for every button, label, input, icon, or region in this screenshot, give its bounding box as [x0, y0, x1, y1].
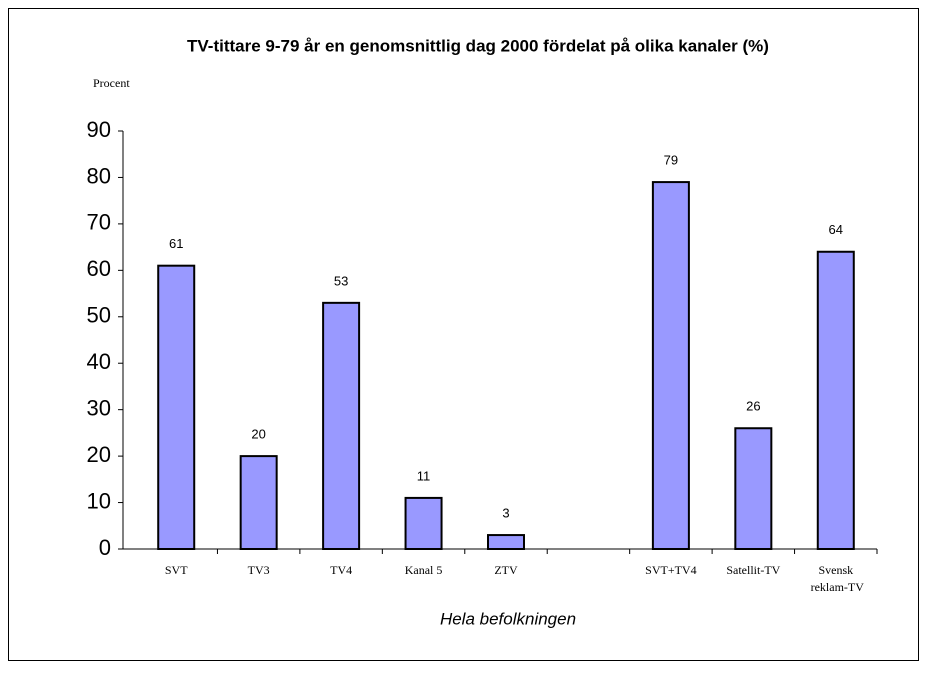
- value-label: 26: [746, 399, 760, 414]
- y-tick-label: 0: [99, 535, 111, 560]
- chart-frame: [8, 8, 919, 661]
- x-tick-label: Kanal 5: [405, 563, 443, 577]
- y-tick-label: 70: [87, 210, 111, 235]
- bar: [734, 427, 773, 550]
- x-tick-label: ZTV: [494, 563, 518, 577]
- bar: [816, 250, 855, 550]
- y-tick-label: 50: [87, 303, 111, 328]
- y-tick-label: 40: [87, 349, 111, 374]
- value-label: 64: [829, 222, 843, 237]
- x-tick-label: Svensk reklam-TV: [808, 563, 865, 594]
- x-tick-label: Satellit-TV: [726, 563, 780, 577]
- value-label: 20: [251, 427, 265, 442]
- y-tick-label: 80: [87, 163, 111, 188]
- bar: [322, 301, 361, 550]
- bar: [651, 181, 690, 550]
- y-tick-label: 20: [87, 442, 111, 467]
- value-label: 11: [417, 468, 431, 483]
- bar: [404, 496, 443, 550]
- x-tick-label: TV3: [248, 563, 270, 577]
- x-tick-label: SVT+TV4: [645, 563, 696, 577]
- bar: [239, 455, 278, 550]
- value-label: 3: [502, 506, 509, 521]
- bar: [487, 534, 525, 550]
- x-tick-label: SVT: [165, 563, 188, 577]
- y-tick-label: 60: [87, 256, 111, 281]
- x-axis-label: Hela befolkningen: [440, 609, 576, 628]
- value-label: 53: [334, 273, 348, 288]
- y-tick-label: 90: [87, 117, 111, 142]
- y-tick-label: 30: [87, 395, 111, 420]
- value-label: 61: [169, 236, 183, 251]
- value-label: 79: [664, 153, 678, 168]
- chart-title: TV-tittare 9-79 år en genomsnittlig dag …: [187, 36, 769, 55]
- y-tick-label: 10: [87, 488, 111, 513]
- y-axis-label: Procent: [93, 76, 130, 90]
- x-tick-label: TV4: [330, 563, 352, 577]
- bar: [157, 264, 196, 550]
